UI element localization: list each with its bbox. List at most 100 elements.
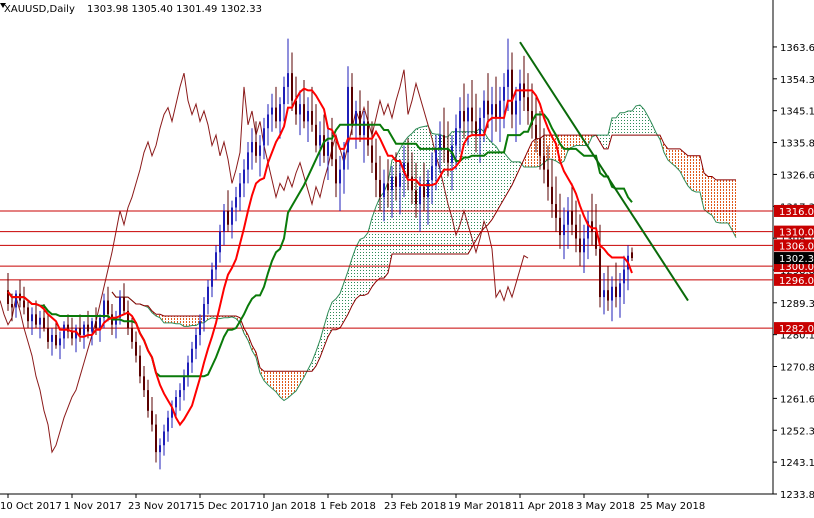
- candle-body: [467, 107, 469, 122]
- candle-body: [519, 83, 521, 101]
- candle-body: [107, 300, 109, 315]
- cloud-segment: [688, 155, 692, 191]
- chart-title: XAUUSD,Daily: [4, 4, 75, 15]
- candle-body: [559, 217, 561, 236]
- candle-body: [387, 183, 389, 191]
- level-label: 1306.00: [779, 241, 814, 252]
- candle-body: [611, 286, 613, 301]
- candle-body: [511, 69, 513, 115]
- candle: [191, 341, 193, 373]
- cloud-segment: [644, 109, 648, 136]
- cloud-segment: [332, 298, 336, 330]
- candle: [139, 345, 141, 384]
- candle: [307, 97, 309, 143]
- candle-body: [355, 111, 357, 125]
- y-tick-label: 1335.85: [780, 139, 814, 150]
- y-tick-label: 1243.10: [780, 458, 814, 469]
- level-label: 1300.00: [779, 262, 814, 273]
- candle-body: [343, 152, 345, 170]
- candle: [619, 272, 621, 318]
- candle-body: [383, 183, 385, 198]
- cloud-segment: [496, 146, 500, 213]
- candle: [387, 159, 389, 208]
- cloud-segment: [440, 134, 444, 255]
- candle-body: [87, 324, 89, 332]
- candle-body: [147, 390, 149, 411]
- candle: [615, 262, 617, 308]
- x-tick-label: 11 Apr 2018: [512, 501, 574, 512]
- candle-body: [283, 86, 285, 105]
- cloud-segment: [544, 135, 548, 163]
- candle: [487, 73, 489, 129]
- cloud-segment: [284, 371, 288, 401]
- candle-body: [399, 173, 401, 187]
- cloud-segment: [528, 142, 532, 168]
- candle-body: [347, 86, 349, 153]
- candle: [239, 173, 241, 211]
- cloud-segment: [488, 138, 492, 225]
- candle: [519, 69, 521, 125]
- candle: [427, 169, 429, 225]
- cloud-segment: [400, 142, 404, 255]
- candle-body: [507, 69, 509, 87]
- candle: [319, 121, 321, 167]
- candle-body: [471, 107, 473, 122]
- level-label-box: [774, 225, 814, 238]
- cloud-segment: [620, 112, 624, 136]
- candle-body: [67, 324, 69, 332]
- level-label-box: [774, 322, 814, 335]
- candle-body: [443, 135, 445, 149]
- candle-body: [279, 104, 281, 122]
- candle-body: [259, 145, 261, 156]
- candle: [323, 114, 325, 163]
- y-tick-label: 1289.35: [780, 299, 814, 310]
- cloud-segment: [164, 316, 168, 323]
- candle: [299, 90, 301, 136]
- cloud-segment: [648, 116, 652, 136]
- candle: [231, 200, 233, 239]
- x-tick-label: 19 Mar 2018: [448, 501, 511, 512]
- candle: [143, 365, 145, 398]
- candle: [159, 438, 161, 470]
- candle: [407, 138, 409, 191]
- cloud-segment: [472, 131, 476, 248]
- candle: [507, 38, 509, 112]
- cloud-segment: [680, 148, 684, 180]
- candle: [51, 328, 53, 356]
- candle-body: [431, 166, 433, 180]
- candle-body: [167, 417, 169, 432]
- candle-body: [375, 162, 377, 180]
- candle-body: [619, 283, 621, 298]
- candle-body: [487, 100, 489, 115]
- candle: [123, 283, 125, 315]
- candle-body: [175, 397, 177, 408]
- candle-body: [79, 328, 81, 335]
- x-tick-label: 23 Feb 2018: [384, 501, 446, 512]
- candle: [567, 197, 569, 249]
- candle-body: [267, 114, 269, 129]
- candle-body: [339, 169, 341, 184]
- candle: [391, 166, 393, 218]
- candle-body: [291, 73, 293, 101]
- cloud-segment: [168, 316, 172, 323]
- cloud-segment: [392, 156, 396, 255]
- candle: [543, 128, 545, 184]
- candle-body: [223, 210, 225, 232]
- cloud-segment: [672, 148, 676, 168]
- candle-body: [35, 314, 37, 325]
- candle-body: [531, 111, 533, 125]
- candle: [571, 183, 573, 236]
- cloud-segment: [616, 112, 620, 136]
- cloud-segment: [560, 135, 564, 164]
- candle: [359, 90, 361, 143]
- cloud-segment: [316, 340, 320, 366]
- candle-body: [583, 238, 585, 253]
- candle: [583, 224, 585, 273]
- candle: [219, 224, 221, 263]
- candle: [459, 97, 461, 153]
- candle: [283, 76, 285, 122]
- candle-body: [151, 410, 153, 425]
- cloud-segment: [600, 135, 604, 149]
- kijun-sen-line: [7, 113, 633, 378]
